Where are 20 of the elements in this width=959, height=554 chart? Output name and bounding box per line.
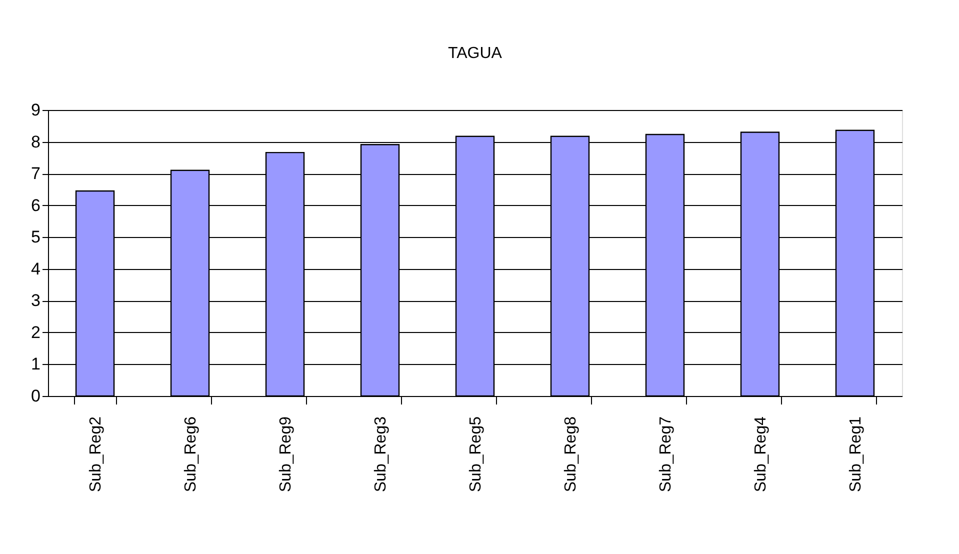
y-tick-label: 3: [31, 291, 40, 310]
x-tick-label: Sub_Reg1: [847, 416, 864, 492]
x-tick-label: Sub_Reg6: [182, 416, 200, 492]
x-tick-label: Sub_Reg9: [278, 416, 295, 492]
x-tick-label: Sub_Reg5: [468, 416, 484, 492]
y-tick-label: 5: [31, 228, 40, 247]
x-tick-label: Sub_Reg8: [562, 416, 580, 492]
y-tick-label: 2: [31, 322, 40, 342]
x-tick-label: Sub_Reg2: [88, 416, 105, 492]
x-tick-label: Sub_Reg3: [372, 416, 390, 492]
y-tick-label: 8: [31, 132, 40, 152]
y-tick-label: 4: [31, 259, 40, 278]
y-tick-label: 0: [31, 386, 40, 406]
y-tick-label: 6: [31, 196, 40, 215]
chart-title: TAGUA: [448, 45, 502, 62]
x-tick-label: Sub_Reg4: [752, 416, 770, 492]
y-tick-label: 7: [31, 164, 40, 184]
y-tick-label: 1: [31, 354, 40, 374]
x-tick-label: Sub_Reg7: [657, 416, 674, 492]
y-tick-label: 9: [31, 100, 40, 120]
